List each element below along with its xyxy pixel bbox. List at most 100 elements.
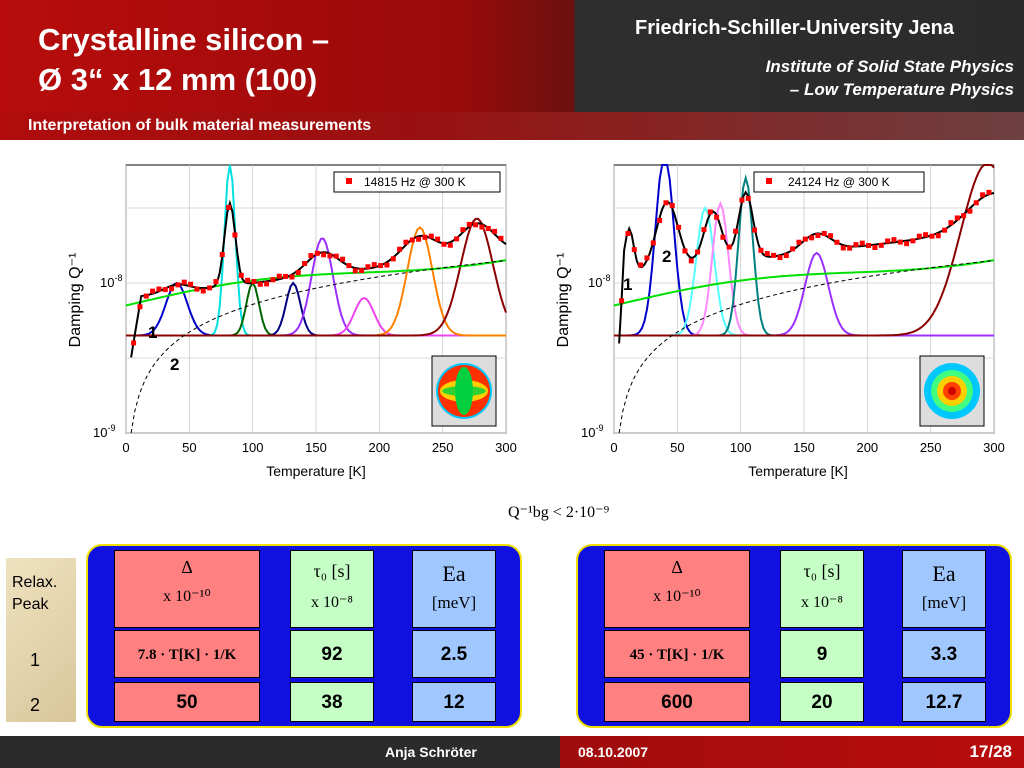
measured-data-point bbox=[485, 225, 491, 231]
chart-right-x-ticks: 0 50 100 150 200 250 300 bbox=[610, 440, 1004, 455]
table-left-tau-peak1: 92 bbox=[290, 630, 374, 678]
measured-data-point bbox=[276, 273, 282, 279]
table-right-ea-header: Ea [meV] bbox=[902, 550, 986, 628]
measured-data-point bbox=[150, 288, 156, 294]
header-bar bbox=[0, 0, 1024, 112]
measured-data-point bbox=[365, 264, 371, 270]
table-right-ea-peak1: 3.3 bbox=[902, 630, 986, 678]
chart-right-ylabel: Damping Q⁻¹ bbox=[555, 253, 572, 348]
table-right-ea-peak2: 12.7 bbox=[902, 682, 986, 722]
relax-label-line-2: Peak bbox=[12, 596, 49, 613]
measured-data-point bbox=[847, 245, 853, 251]
ea-unit: [meV] bbox=[431, 593, 477, 612]
x-tick-label: 200 bbox=[368, 440, 390, 455]
measured-data-point bbox=[384, 262, 390, 268]
measured-data-point bbox=[815, 233, 821, 239]
ea-symbol: Ea bbox=[932, 561, 956, 586]
chart-left-x-ticks: 0 50 100 150 200 250 300 bbox=[122, 440, 516, 455]
measured-data-point bbox=[156, 286, 162, 292]
table-left-delta-header: Δ x 10⁻¹⁰ bbox=[114, 550, 260, 628]
chart-right-legend-text: 24124 Hz @ 300 K bbox=[788, 175, 890, 189]
measured-data-point bbox=[682, 248, 688, 254]
x-tick-label: 250 bbox=[920, 440, 942, 455]
background-curve bbox=[125, 259, 507, 307]
table-left-ea-header: Ea [meV] bbox=[412, 550, 496, 628]
measured-data-point bbox=[314, 250, 320, 256]
footer-page-number: 17/28 bbox=[969, 742, 1012, 761]
measured-data-point bbox=[872, 245, 878, 251]
measured-data-point bbox=[745, 195, 751, 201]
measured-data-point bbox=[739, 197, 745, 203]
chart-left: 0 50 100 150 200 250 300 10-8 10-9 Temperature… bbox=[67, 164, 517, 479]
relax-peak-label: Relax. Peak bbox=[12, 572, 57, 616]
measured-data-point bbox=[796, 239, 802, 245]
measured-data-point bbox=[752, 227, 758, 233]
institute-line-1: Institute of Solid State Physics bbox=[765, 57, 1014, 76]
measured-data-point bbox=[257, 281, 263, 287]
measured-data-point bbox=[948, 220, 954, 226]
measured-data-point bbox=[327, 253, 333, 259]
chart-left-ytick-1e-8: 10-8 bbox=[100, 273, 122, 290]
measured-data-point bbox=[181, 279, 187, 285]
delta-unit: x 10⁻¹⁰ bbox=[653, 588, 701, 605]
measured-data-point bbox=[726, 244, 732, 250]
institute-name: Institute of Solid State Physics – Low T… bbox=[766, 55, 1014, 101]
measured-data-point bbox=[625, 231, 631, 237]
measured-data-point bbox=[973, 200, 979, 206]
measured-data-point bbox=[967, 208, 973, 214]
measured-data-point bbox=[910, 238, 916, 244]
measured-data-point bbox=[853, 242, 859, 248]
table-right-tau-header: τ₀ [s] x 10⁻⁸ bbox=[780, 550, 864, 628]
measured-data-point bbox=[270, 277, 276, 283]
chart-right-ytick-1e-9: 10-9 bbox=[581, 423, 603, 440]
measured-data-point bbox=[733, 228, 739, 234]
measured-data-point bbox=[758, 247, 764, 253]
x-tick-label: 300 bbox=[983, 440, 1005, 455]
x-tick-label: 300 bbox=[495, 440, 517, 455]
measured-data-point bbox=[866, 243, 872, 249]
chart-right-xlabel: Temperature [K] bbox=[748, 463, 848, 479]
measured-data-point bbox=[435, 236, 441, 242]
background-curve bbox=[613, 259, 995, 307]
chart-right-annotation-1: 1 bbox=[623, 275, 632, 294]
measured-data-point bbox=[295, 270, 301, 276]
table-left-tau-peak2: 38 bbox=[290, 682, 374, 722]
background-damping-note: Q⁻¹bg < 2·10⁻⁹ bbox=[508, 504, 610, 521]
measured-data-point bbox=[232, 232, 238, 238]
footer-author: Anja Schröter bbox=[385, 744, 477, 760]
footer-date: 08.10.2007 bbox=[578, 744, 649, 760]
measured-data-point bbox=[980, 192, 986, 198]
university-name: Friedrich-Schiller-University Jena bbox=[634, 17, 954, 39]
measured-data-point bbox=[619, 298, 625, 304]
table-left-delta-peak2: 50 bbox=[114, 682, 260, 722]
measured-data-point bbox=[942, 227, 948, 233]
measured-data-point bbox=[638, 262, 644, 268]
measured-data-point bbox=[200, 288, 206, 294]
measured-data-point bbox=[346, 263, 352, 269]
measured-data-point bbox=[371, 262, 377, 268]
measured-data-point bbox=[897, 239, 903, 245]
measured-data-point bbox=[986, 189, 992, 195]
measured-data-point bbox=[771, 252, 777, 258]
measured-data-point bbox=[416, 236, 422, 242]
measured-data-point bbox=[289, 274, 295, 280]
delta-symbol: Δ bbox=[181, 557, 193, 577]
x-tick-label: 100 bbox=[242, 440, 264, 455]
x-tick-label: 0 bbox=[610, 440, 617, 455]
measured-data-point bbox=[213, 279, 219, 285]
measured-data-point bbox=[131, 340, 137, 346]
measured-data-point bbox=[352, 268, 358, 274]
institute-line-2: – Low Temperature Physics bbox=[789, 80, 1014, 99]
measured-data-point bbox=[929, 233, 935, 239]
table-left-tau-header: τ₀ [s] x 10⁻⁸ bbox=[290, 550, 374, 628]
chart-left-legend-box bbox=[333, 171, 501, 193]
chart-right-curves bbox=[613, 164, 995, 434]
measured-data-point bbox=[466, 221, 472, 227]
tau-unit: x 10⁻⁸ bbox=[800, 594, 844, 611]
measured-data-point bbox=[137, 304, 143, 310]
relaxation-peak-curve bbox=[614, 164, 995, 337]
measured-data-point bbox=[162, 287, 168, 293]
measured-data-point bbox=[777, 255, 783, 261]
chart-right-legend-marker bbox=[766, 178, 772, 184]
footer-accent bbox=[560, 736, 1024, 768]
